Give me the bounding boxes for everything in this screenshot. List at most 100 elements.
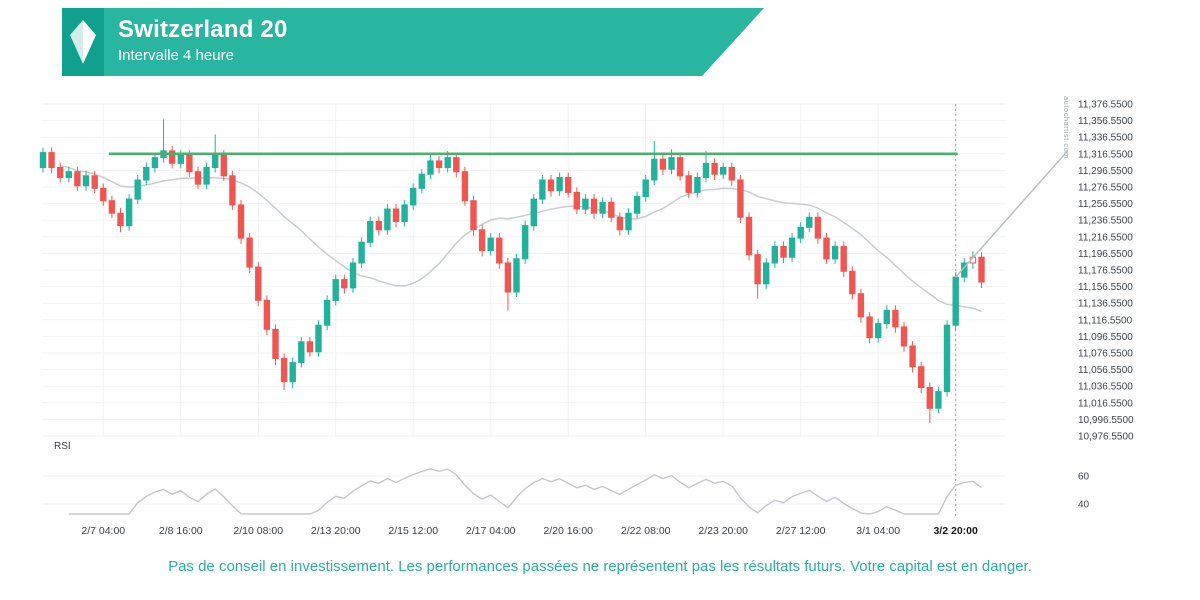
candle-up [487, 237, 494, 252]
y-axis-label: 11,296.5500 [1078, 166, 1133, 177]
x-axis-label: 2/13 20:00 [311, 525, 361, 537]
y-axis-label: 11,336.5500 [1078, 133, 1133, 144]
candle-up [642, 179, 649, 198]
y-axis-label: 11,216.5500 [1078, 232, 1133, 243]
candle-down [237, 204, 245, 239]
y-axis-label: 11,016.5500 [1078, 398, 1133, 409]
candle-up [384, 208, 391, 231]
candle-up [143, 167, 150, 181]
candle-up [530, 198, 537, 227]
candle-down [255, 266, 262, 301]
candle-up [134, 179, 141, 200]
candle-up [401, 204, 408, 222]
candle-up [212, 154, 219, 169]
candle-down [461, 171, 469, 202]
candle-down [685, 175, 692, 193]
x-axis-label: 3/1 04:00 [856, 525, 900, 537]
candle-down [57, 167, 64, 178]
candle-down [375, 221, 383, 231]
y-axis-label: 11,196.5500 [1078, 249, 1133, 260]
x-axis-label: 2/22 08:00 [621, 525, 671, 537]
x-axis-label: 2/8 16:00 [159, 525, 203, 537]
candle-down [470, 200, 477, 231]
y-axis-label: 11,036.5500 [1078, 382, 1133, 393]
candle-up [410, 187, 417, 206]
candle-up [177, 154, 185, 164]
candle-down [616, 216, 624, 231]
y-axis-label: 11,096.5500 [1078, 332, 1133, 343]
candle-up [943, 324, 951, 393]
candle-down [272, 328, 279, 359]
candle-up [358, 241, 365, 264]
candle-up [831, 245, 839, 260]
candle-up [556, 177, 563, 192]
y-axis-label: 11,176.5500 [1078, 266, 1133, 277]
candle-up [763, 262, 770, 285]
candle-down [478, 229, 486, 252]
y-axis-label: 11,236.5500 [1078, 216, 1133, 227]
rsi-axis-label: 60 [1078, 472, 1090, 483]
candle-down [435, 160, 443, 168]
watermark-text: autochartist.com [1062, 96, 1071, 160]
axes: 11,376.5500 11,356.5500 11,336.5500 11,316.… [81, 100, 1134, 538]
candle-down [866, 316, 873, 339]
candle-down [926, 387, 933, 409]
candle-down [676, 157, 684, 177]
candle-up [349, 262, 357, 289]
candle-up [82, 175, 90, 187]
candle-down [547, 179, 555, 192]
candle-up [418, 173, 426, 189]
candle-down [168, 150, 176, 164]
gridlines [42, 103, 1006, 505]
candle-down [754, 254, 761, 285]
candle-up [427, 160, 434, 175]
forecast-line [955, 150, 1069, 278]
candle-up [788, 237, 796, 258]
candle-down [892, 309, 899, 328]
candle-down [263, 299, 271, 330]
x-axis-label: 2/27 12:00 [776, 525, 826, 537]
candle-up [875, 323, 882, 339]
autochartist-logo-icon [70, 20, 96, 64]
y-axis-label: 11,156.5500 [1078, 282, 1133, 293]
autochartist-logo [62, 8, 104, 76]
candle-up [694, 177, 701, 193]
candle-down [453, 157, 460, 173]
candle-up [522, 225, 529, 260]
candle-down [186, 154, 193, 173]
candle-up [720, 167, 727, 175]
candle-up [539, 179, 546, 200]
candle-down [659, 158, 667, 170]
y-axis-label: 11,056.5500 [1078, 365, 1133, 376]
x-axis-label: 2/7 04:00 [81, 525, 125, 537]
y-axis-label: 10,976.5500 [1078, 432, 1134, 443]
rsi-axis-label: 40 [1078, 500, 1090, 511]
candle-down [573, 191, 580, 210]
y-axis-label: 11,076.5500 [1078, 349, 1133, 360]
y-axis-label: 11,256.5500 [1078, 199, 1133, 210]
x-axis-label: 2/20 16:00 [543, 525, 593, 537]
candle-up [513, 258, 520, 293]
candle-down [840, 245, 847, 272]
x-axis-label: 2/10 08:00 [233, 525, 283, 537]
x-axis-label: 2/23 20:00 [698, 525, 748, 537]
candle-down [392, 208, 400, 222]
candle-down [565, 177, 572, 193]
candle-down [91, 175, 98, 189]
candle-up [39, 152, 47, 169]
rsi-pane-label: RSI [54, 441, 71, 452]
candle-down [814, 216, 822, 239]
candle-up [298, 341, 305, 363]
y-axis-label: 11,356.5500 [1078, 116, 1133, 127]
candle-up [444, 157, 451, 169]
page-title: Switzerland 20 [118, 16, 288, 43]
candle-up [668, 157, 675, 170]
candle-down [280, 357, 288, 383]
moving-average-line [60, 165, 982, 313]
candle-down [108, 200, 116, 214]
y-axis-label: 11,276.5500 [1078, 183, 1133, 194]
candle-down [728, 167, 735, 181]
candle-down [857, 293, 865, 318]
